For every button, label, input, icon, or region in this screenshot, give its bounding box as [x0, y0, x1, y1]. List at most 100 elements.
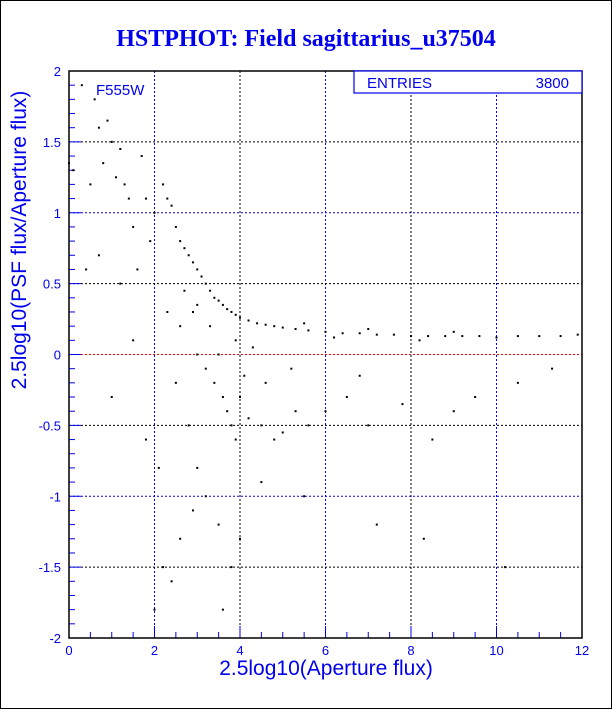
data-point [452, 410, 455, 413]
stats-label: ENTRIES [367, 75, 432, 92]
data-point [97, 126, 100, 129]
data-point [144, 197, 147, 200]
data-point [213, 296, 216, 299]
stats-box [353, 70, 583, 94]
y-axis-label: 2.5log10(PSF flux/Aperture flux) [8, 91, 31, 390]
data-point [551, 367, 554, 370]
x-tick-label: 12 [575, 643, 589, 658]
data-point [431, 438, 434, 441]
data-point [341, 332, 344, 335]
data-point [230, 310, 233, 313]
data-point [234, 438, 237, 441]
data-point [123, 183, 126, 186]
data-point [247, 417, 250, 420]
data-point [179, 537, 182, 540]
data-point [170, 580, 173, 583]
data-point [144, 438, 147, 441]
data-point [89, 183, 92, 186]
data-point [324, 410, 327, 413]
y-tick-label: -0.5 [39, 418, 61, 433]
data-point [401, 403, 404, 406]
x-axis-label: 2.5log10(Aperture flux) [219, 657, 433, 680]
data-point [136, 268, 139, 271]
data-point [251, 346, 254, 349]
data-point [367, 327, 370, 330]
y-tick-label: 0.5 [43, 277, 61, 292]
data-point [281, 326, 284, 329]
data-point [80, 84, 83, 87]
data-point [174, 225, 177, 228]
data-point [200, 275, 203, 278]
data-point [196, 353, 199, 356]
data-point [191, 310, 194, 313]
data-point [410, 335, 412, 338]
data-point [140, 155, 143, 158]
data-point [367, 424, 370, 427]
data-point [191, 509, 194, 512]
y-tick-label: 2 [54, 64, 61, 79]
data-point [157, 466, 160, 469]
data-point [110, 396, 113, 399]
data-point [538, 335, 541, 338]
x-tick-label: 8 [407, 643, 414, 658]
data-point [256, 322, 259, 325]
data-point [260, 481, 263, 484]
data-point [247, 319, 250, 322]
data-point [204, 367, 207, 370]
data-point [495, 336, 498, 339]
data-point [179, 240, 182, 243]
points [68, 84, 579, 611]
data-point [264, 381, 267, 384]
x-tick-label: 0 [65, 643, 72, 658]
y-tick-label: -2 [49, 631, 61, 646]
data-point [234, 339, 237, 342]
data-point [427, 335, 430, 338]
data-point [239, 396, 241, 399]
data-point [307, 329, 310, 332]
data-point [110, 140, 113, 143]
data-point [209, 289, 212, 292]
data-point [217, 299, 220, 302]
data-point [576, 333, 579, 336]
data-point [516, 335, 519, 338]
data-point [166, 197, 169, 200]
data-point [230, 566, 233, 569]
data-point [418, 339, 421, 342]
data-point [217, 523, 220, 526]
stats-value: 3800 [536, 75, 569, 92]
data-point [504, 566, 507, 569]
data-point [392, 333, 395, 336]
data-point [97, 254, 100, 257]
data-point [196, 268, 199, 271]
data-point [273, 438, 276, 441]
data-point [452, 330, 455, 333]
data-point [559, 335, 562, 338]
data-point [234, 313, 237, 316]
data-point [461, 335, 464, 338]
data-point [226, 308, 229, 311]
data-point [217, 353, 220, 356]
data-point [179, 325, 182, 328]
data-point [115, 176, 118, 179]
data-point [239, 316, 241, 319]
data-point [170, 204, 173, 207]
data-point [132, 339, 135, 342]
data-point [191, 261, 194, 264]
data-point [239, 537, 241, 540]
x-tick-label: 10 [489, 643, 503, 658]
x-tick-label: 6 [322, 643, 329, 658]
data-point [209, 325, 212, 328]
data-point [221, 396, 224, 399]
x-tick-label: 2 [151, 643, 158, 658]
data-point [303, 495, 306, 498]
data-point [226, 410, 229, 413]
y-tick-label: -1 [49, 489, 61, 504]
data-point [243, 374, 246, 377]
data-point [422, 537, 425, 540]
axis-ticks: 0 2 4 6 8 10 12 -2 -1.5 -1 -0.5 0 0.5 1 1.5 2 [39, 64, 590, 658]
data-point [260, 424, 263, 427]
data-point [196, 303, 199, 306]
data-point [174, 381, 177, 384]
data-point [345, 396, 348, 399]
